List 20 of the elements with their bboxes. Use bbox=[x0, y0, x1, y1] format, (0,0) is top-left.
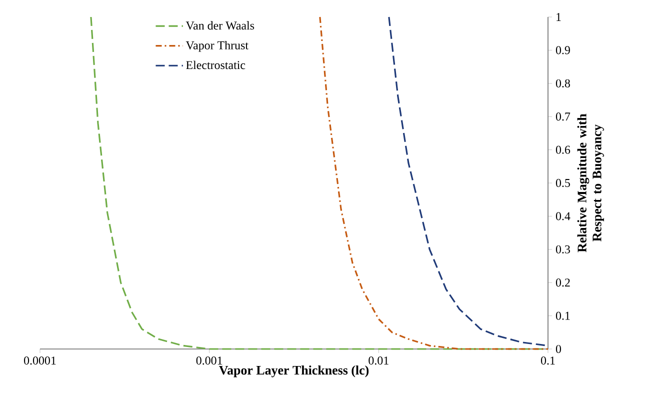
x-tick-label: 0.01 bbox=[368, 356, 388, 365]
x-tick-label: 0.0001 bbox=[24, 356, 56, 365]
y-tick-label: 0.5 bbox=[556, 178, 570, 188]
legend-label: Vapor Thrust bbox=[186, 40, 248, 52]
y-tick-label: 0.9 bbox=[556, 46, 570, 54]
y-tick-label: 0.8 bbox=[556, 79, 570, 88]
y-tick-label: 0.6 bbox=[556, 146, 570, 154]
y-tick-label: 0.1 bbox=[556, 312, 570, 320]
y-axis-title: Relative Magnitude with Respect to Buoyancy bbox=[577, 114, 604, 252]
x-tick-label: 0.1 bbox=[540, 356, 555, 365]
y-tick-label: 0 bbox=[556, 344, 562, 354]
x-tick-label: 0.001 bbox=[196, 356, 222, 365]
y-tick-label: 0.2 bbox=[556, 278, 570, 287]
y-tick-label: 0.4 bbox=[556, 212, 570, 220]
legend-label: Electrostatic bbox=[186, 60, 246, 70]
y-tick-label: 1 bbox=[556, 13, 561, 21]
y-tick-label: 0.3 bbox=[556, 245, 570, 254]
x-axis-title: Vapor Layer Thickness (lc) bbox=[219, 365, 369, 378]
y-tick-label: 0.7 bbox=[556, 112, 570, 121]
legend-label: Van der Waals bbox=[186, 21, 254, 30]
